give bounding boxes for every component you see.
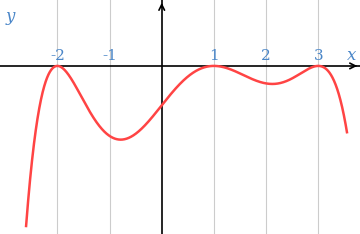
Text: 2: 2 — [261, 49, 271, 63]
Text: -1: -1 — [102, 49, 117, 63]
Text: -2: -2 — [50, 49, 65, 63]
Text: 3: 3 — [314, 49, 323, 63]
Text: y: y — [5, 8, 15, 25]
Text: x: x — [347, 47, 356, 64]
Text: 1: 1 — [209, 49, 219, 63]
